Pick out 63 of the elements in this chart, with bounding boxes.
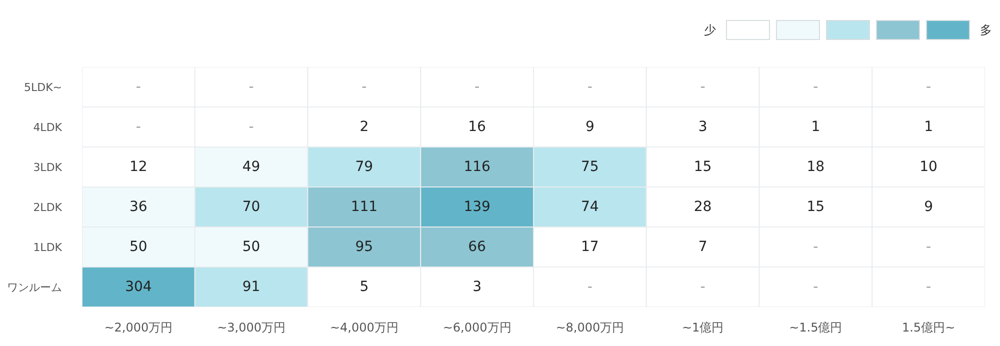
- data-label: 3: [698, 119, 708, 135]
- data-label: 111: [350, 199, 378, 215]
- data-label: 304: [125, 279, 152, 295]
- data-label: 16: [468, 119, 486, 135]
- data-label: 7: [698, 239, 708, 255]
- data-label: 79: [355, 159, 374, 175]
- x-tick-label: 1.5億円~: [902, 320, 956, 335]
- text: -: [813, 279, 818, 295]
- y-tick-label: 4LDK: [33, 120, 63, 134]
- y-tick-label: 1LDK: [33, 240, 63, 254]
- data-label: 95: [355, 239, 374, 255]
- data-label: 50: [130, 239, 148, 255]
- data-label: 15: [806, 199, 825, 215]
- data-label: 28: [694, 199, 712, 215]
- data-label: 5: [360, 279, 369, 295]
- text: -: [813, 239, 818, 255]
- text: -: [926, 79, 932, 95]
- text: -: [474, 79, 480, 95]
- x-tick-label: ~8,000万円: [556, 320, 624, 335]
- data-label: 12: [130, 159, 148, 175]
- data-label: 1: [811, 119, 820, 135]
- text: -: [136, 79, 141, 95]
- data-label: 50: [242, 239, 260, 255]
- y-tick-label: ワンルーム: [7, 280, 62, 294]
- data-label: 9: [585, 119, 594, 135]
- data-label: 1: [924, 119, 934, 135]
- data-label: 2: [360, 119, 369, 135]
- data-label: 17: [581, 239, 599, 255]
- data-label: 15: [694, 159, 712, 175]
- text: -: [926, 279, 932, 295]
- y-tick-label: 2LDK: [33, 200, 63, 214]
- data-label: 9: [924, 199, 934, 215]
- x-tick-label: ~1.5億円: [789, 320, 842, 335]
- text: -: [813, 79, 818, 95]
- data-label: 18: [806, 159, 825, 175]
- text: -: [362, 79, 367, 95]
- x-tick-label: ~2,000万円: [104, 320, 173, 335]
- text: -: [587, 279, 592, 295]
- text: -: [926, 239, 932, 255]
- data-label: 49: [242, 159, 260, 175]
- x-tick-label: ~4,000万円: [330, 320, 398, 335]
- data-label: 66: [468, 239, 486, 255]
- data-label: 70: [242, 199, 260, 215]
- data-label: 10: [920, 159, 938, 175]
- text: -: [248, 119, 254, 135]
- data-label: 91: [242, 279, 260, 295]
- text: -: [248, 79, 254, 95]
- text: -: [700, 279, 706, 295]
- data-label: 3: [472, 279, 482, 295]
- data-label: 75: [581, 159, 599, 175]
- x-tick-label: ~6,000万円: [442, 320, 512, 335]
- text: -: [136, 119, 141, 135]
- data-label: 74: [581, 199, 599, 215]
- data-label: 36: [130, 199, 148, 215]
- data-label: 139: [464, 199, 490, 215]
- text: -: [587, 79, 592, 95]
- color-scale-legend: 少 多: [704, 20, 992, 40]
- x-tick-label: ~1億円: [682, 320, 724, 335]
- x-tick-label: ~3,000万円: [217, 320, 286, 335]
- data-label: 116: [464, 159, 491, 175]
- text: -: [700, 79, 706, 95]
- y-tick-label: 3LDK: [33, 160, 63, 174]
- y-tick-label: 5LDK~: [24, 80, 62, 94]
